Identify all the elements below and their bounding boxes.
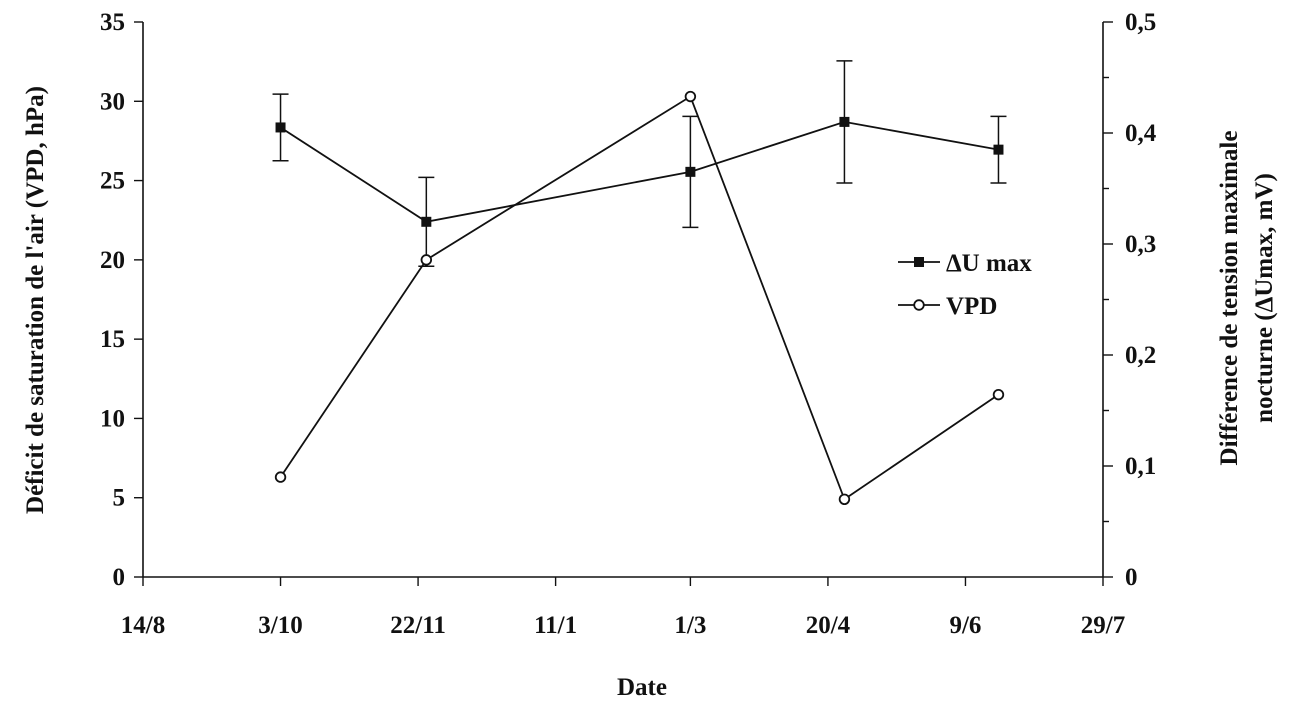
data-point — [275, 122, 286, 133]
x-tick-label: 11/1 — [534, 612, 577, 639]
y-left-tick-label: 35 — [100, 9, 125, 36]
legend-label: ΔU max — [946, 250, 1032, 277]
y-right-ticks: 0 0,1 0,2 0,3 0,4 0,5 — [1103, 9, 1157, 591]
y-left-tick-label: 0 — [113, 564, 126, 591]
data-point — [993, 144, 1004, 155]
data-point — [421, 216, 432, 227]
series-umax — [272, 60, 1007, 267]
y-left-tick-label: 5 — [113, 485, 126, 512]
x-tick-label: 1/3 — [674, 612, 706, 639]
legend-item: ΔU max — [898, 250, 1032, 277]
legend: ΔU max VPD — [898, 250, 1032, 320]
y-left-axis-title: Déficit de saturation de l'air (VPD, hPa… — [22, 86, 49, 514]
y-right-tick-label: 0 — [1125, 564, 1138, 591]
y-right-tick-label: 0,1 — [1125, 453, 1156, 480]
y-left-tick-label: 20 — [100, 247, 125, 274]
x-tick-label: 29/7 — [1081, 612, 1125, 639]
y-left-tick-label: 10 — [100, 405, 125, 432]
y-right-axis-title-line2: nocturne (ΔUmax, mV) — [1251, 173, 1278, 423]
y-left-tick-label: 30 — [100, 88, 125, 115]
series-layer — [272, 60, 1007, 506]
data-point — [839, 116, 850, 127]
y-left-tick-label: 25 — [100, 168, 125, 195]
data-point — [685, 166, 696, 177]
x-ticks: 14/8 3/10 22/11 11/1 1/3 20/4 9/6 29/7 — [121, 577, 1125, 639]
legend-marker — [914, 257, 924, 267]
series-line — [279, 95, 999, 501]
y-right-tick-label: 0,5 — [1125, 9, 1156, 36]
legend-item: VPD — [898, 293, 997, 320]
data-point — [420, 254, 433, 266]
x-tick-label: 14/8 — [121, 612, 165, 639]
data-point — [992, 388, 1005, 401]
legend-label: VPD — [946, 293, 997, 320]
x-tick-label: 22/11 — [390, 612, 446, 639]
x-tick-label: 20/4 — [806, 612, 851, 639]
y-right-tick-label: 0,2 — [1125, 342, 1156, 369]
legend-marker — [913, 299, 925, 311]
series-line — [280, 120, 999, 223]
data-point — [684, 90, 697, 103]
y-right-tick-label: 0,4 — [1125, 120, 1157, 147]
y-left-tick-label: 15 — [100, 326, 125, 353]
x-tick-label: 9/6 — [949, 612, 981, 639]
x-tick-label: 3/10 — [258, 612, 302, 639]
data-point — [838, 493, 851, 506]
series-vpd — [274, 90, 1005, 506]
y-left-ticks: 0 5 10 15 20 25 30 35 — [100, 9, 143, 591]
x-axis-title: Date — [617, 674, 667, 701]
y-right-tick-label: 0,3 — [1125, 231, 1156, 258]
data-point — [274, 471, 287, 483]
y-right-axis-title-line1: Différence de tension maximale — [1216, 131, 1243, 466]
